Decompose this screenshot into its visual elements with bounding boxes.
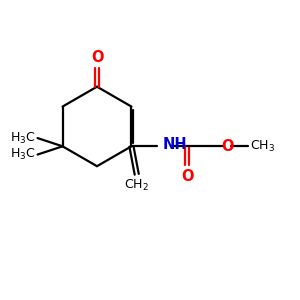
- Text: NH: NH: [162, 137, 187, 152]
- Text: O: O: [181, 169, 194, 184]
- Text: O: O: [221, 139, 234, 154]
- Text: O: O: [91, 50, 103, 64]
- Text: CH$_2$: CH$_2$: [124, 178, 149, 193]
- Text: H$_3$C: H$_3$C: [10, 130, 35, 146]
- Text: H$_3$C: H$_3$C: [10, 147, 35, 162]
- Text: CH$_3$: CH$_3$: [250, 139, 275, 154]
